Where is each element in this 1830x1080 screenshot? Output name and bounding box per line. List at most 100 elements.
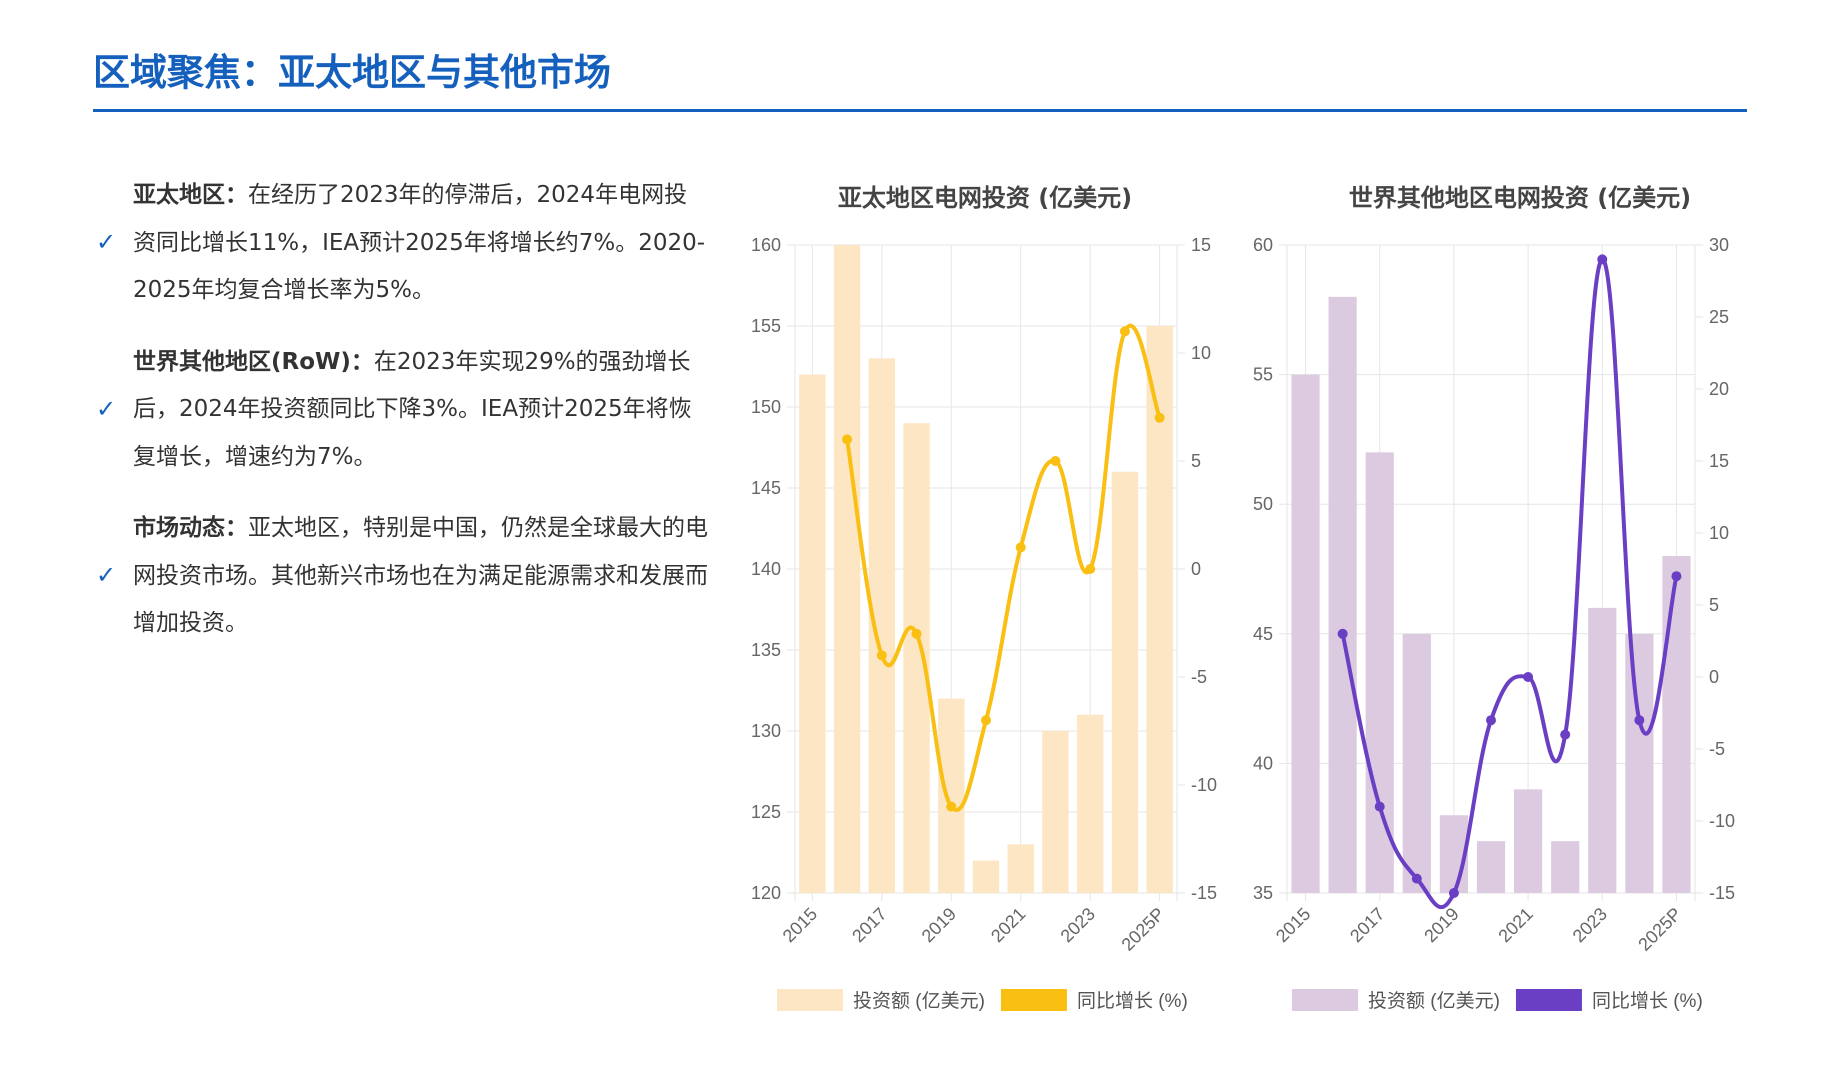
y-left-tick-label: 50: [1253, 494, 1273, 514]
y-right-tick-label: 10: [1191, 343, 1211, 363]
row-chart-svg: 35 40 45 50 55 60 -15 -10 -5 0 5 10 15 20 25 30 2015 2017…: [1253, 235, 1735, 1012]
growth-point: [1374, 801, 1385, 812]
growth-line: [845, 323, 1162, 812]
x-tick-label: 2015: [1272, 904, 1314, 946]
bar: [938, 698, 965, 893]
growth-point: [1411, 873, 1422, 884]
bar: [1007, 844, 1034, 893]
title-divider: [93, 109, 1747, 112]
bar: [1625, 633, 1654, 893]
y-right-tick-label: 20: [1709, 379, 1729, 399]
x-tick-label: 2021: [1494, 904, 1536, 946]
point-text: 在2023年实现29%的强劲增长后，2024年投资额同比下降3%。IEA预计20…: [133, 348, 692, 470]
x-tick-label: 2019: [1420, 904, 1462, 946]
y-right-tick-label: 25: [1709, 307, 1729, 327]
y-right-tick-label: 15: [1191, 235, 1211, 255]
apac-chart: 亚太地区电网投资 (亿美元) 120 125 130 135 140 145 150 155 1…: [725, 170, 1245, 1050]
y-right-tick-label: -10: [1709, 811, 1735, 831]
x-tick-label: 2025P: [1118, 904, 1169, 955]
y-left-tick-label: 120: [751, 883, 781, 903]
list-item: ✓ 市场动态：亚太地区，特别是中国，仍然是全球最大的电网投资市场。其他新兴市场也…: [96, 505, 708, 648]
y-right-tick-label: -15: [1191, 883, 1217, 903]
legend-swatch: [1515, 989, 1582, 1011]
y-right-tick-label: 0: [1709, 667, 1719, 687]
growth-point: [981, 715, 991, 726]
growth-point: [911, 628, 922, 639]
list-item: ✓ 世界其他地区(RoW)：在2023年实现29%的强劲增长后，2024年投资额…: [96, 339, 708, 482]
page-title: 区域聚焦：亚太地区与其他市场: [93, 51, 611, 94]
x-tick-label: 2017: [1346, 904, 1388, 946]
check-icon: ✓: [96, 561, 117, 589]
bar: [1111, 471, 1139, 893]
legend-swatch: [1000, 989, 1067, 1011]
y-right-tick-label: -5: [1709, 739, 1725, 759]
bar: [1042, 731, 1069, 893]
y-right-tick-label: 30: [1709, 235, 1729, 255]
y-right-tick-label: 5: [1709, 595, 1719, 615]
bar: [1291, 374, 1320, 894]
y-left-tick-label: 130: [751, 721, 781, 741]
point-label: 世界其他地区(RoW)：: [133, 348, 374, 375]
legend-label: 投资额 (亿美元): [853, 990, 985, 1012]
y-right-tick-label: 10: [1709, 523, 1729, 543]
row-chart: 世界其他地区电网投资 (亿美元) 35 40 45 50 55 60 -15 -10 -5 0 5 1…: [1240, 170, 1800, 1050]
growth-point: [842, 434, 853, 445]
point-label: 亚太地区：: [133, 182, 248, 208]
check-icon: ✓: [96, 394, 117, 423]
legend-swatch: [1292, 989, 1358, 1011]
y-left-tick-label: 40: [1253, 753, 1273, 773]
growth-point: [1448, 888, 1459, 898]
y-right-tick-label: -15: [1709, 883, 1735, 903]
growth-point: [1050, 456, 1061, 466]
x-tick-label: 2015: [779, 904, 821, 946]
list-item: ✓ 亚太地区：在经历了2023年的停滞后，2024年电网投资同比增长11%，IE…: [96, 172, 708, 315]
y-left-tick-label: 60: [1253, 235, 1273, 255]
apac-chart-svg: 120 125 130 135 140 145 150 155 160 -15 -10 -5 0 5 10 1…: [751, 235, 1217, 1012]
y-left-tick-label: 135: [751, 640, 781, 660]
growth-point: [1085, 564, 1096, 574]
chart-title: 亚太地区电网投资 (亿美元): [837, 184, 1133, 212]
y-right-tick-label: -10: [1191, 775, 1217, 795]
y-left-tick-label: 140: [751, 559, 781, 579]
y-left-tick-label: 125: [751, 802, 781, 822]
bar: [1513, 789, 1543, 893]
legend-label: 同比增长 (%): [1592, 990, 1703, 1012]
x-tick-label: 2023: [1057, 904, 1099, 946]
growth-point: [1634, 715, 1645, 726]
y-left-tick-label: 145: [751, 478, 781, 498]
y-right-tick-label: 15: [1709, 451, 1729, 471]
bar: [1476, 841, 1506, 893]
y-left-tick-label: 160: [751, 235, 781, 255]
y-right-tick-label: -5: [1191, 667, 1207, 687]
x-tick-label: 2023: [1569, 904, 1611, 946]
y-left-tick-label: 45: [1253, 624, 1273, 644]
bar: [833, 245, 861, 893]
growth-point: [876, 650, 887, 661]
legend-swatch: [777, 989, 843, 1011]
y-right-tick-label: 0: [1191, 559, 1201, 579]
bar: [1588, 607, 1617, 893]
x-tick-label: 2017: [848, 904, 890, 946]
point-text: 亚太地区，特别是中国，仍然是全球最大的电网投资市场。其他新兴市场也在为满足能源需…: [133, 515, 708, 636]
point-label: 市场动态：: [133, 515, 248, 541]
x-tick-label: 2021: [987, 904, 1029, 946]
y-left-tick-label: 35: [1253, 883, 1273, 903]
growth-point: [1671, 571, 1682, 582]
growth-point: [1015, 542, 1026, 553]
growth-point: [1597, 254, 1608, 265]
growth-point: [1337, 628, 1348, 639]
legend-label: 同比增长 (%): [1077, 990, 1188, 1012]
bar: [1551, 841, 1580, 893]
y-left-tick-label: 155: [751, 316, 781, 336]
key-points-list: ✓ 亚太地区：在经历了2023年的停滞后，2024年电网投资同比增长11%，IE…: [96, 172, 708, 672]
bar: [903, 423, 930, 893]
legend-label: 投资额 (亿美元): [1368, 990, 1500, 1012]
y-left-tick-label: 55: [1253, 365, 1273, 385]
y-left-tick-label: 150: [751, 397, 781, 417]
bar: [1662, 556, 1691, 893]
growth-point: [946, 801, 957, 812]
growth-point: [1560, 729, 1571, 740]
bar: [1076, 714, 1104, 893]
x-tick-label: 2019: [918, 904, 960, 946]
growth-point: [1486, 715, 1496, 726]
